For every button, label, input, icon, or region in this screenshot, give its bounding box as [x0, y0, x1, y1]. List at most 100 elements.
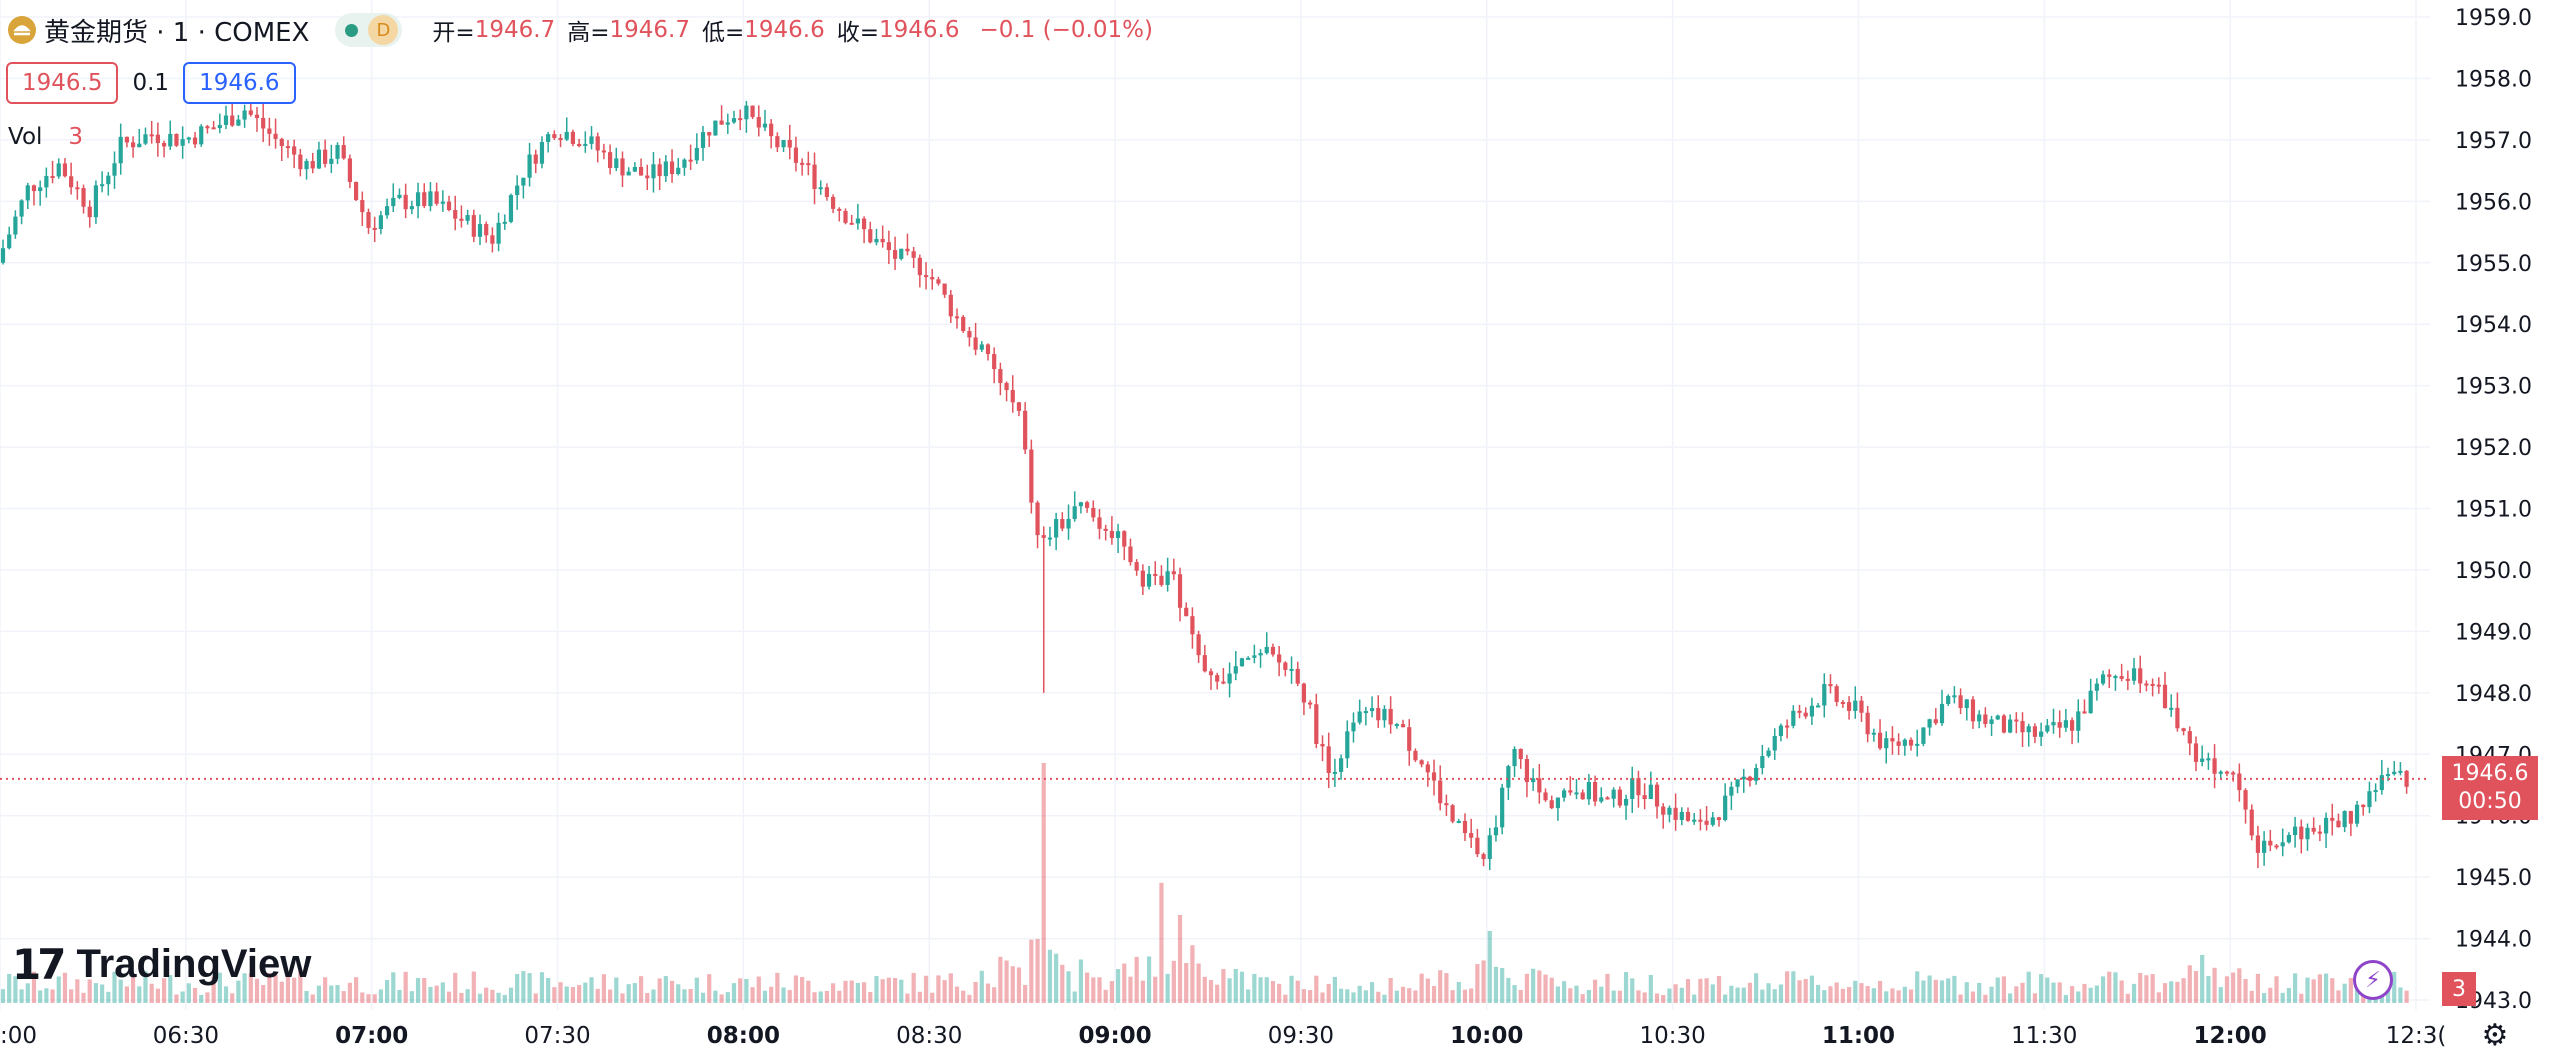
symbol-title[interactable]: 黄金期货 · 1 · COMEX: [44, 17, 310, 48]
candle-body: [985, 344, 991, 355]
volume-bar: [2156, 992, 2161, 1003]
candle-body: [484, 224, 489, 236]
volume-bar: [1840, 988, 1845, 1003]
volume-bar: [1778, 984, 1784, 1003]
volume-bar: [2100, 976, 2106, 1003]
volume-bar: [1010, 966, 1015, 1003]
candle-body: [632, 166, 637, 172]
volume-bar: [1562, 981, 1567, 1003]
volume-bar: [1047, 949, 1053, 1003]
candle-body: [1246, 657, 1251, 660]
volume-bar: [261, 985, 266, 1003]
volume-bar: [323, 977, 328, 1003]
lightning-icon[interactable]: ⚡: [2353, 960, 2393, 1000]
candle-body: [2224, 771, 2230, 774]
volume-bar: [2255, 973, 2261, 1003]
volume-bar: [1357, 985, 1362, 1003]
candle-body: [477, 224, 483, 237]
volume-bar: [601, 974, 607, 1003]
candle-body: [738, 118, 743, 121]
gold-coin-icon[interactable]: [8, 16, 36, 44]
volume-bar: [1754, 973, 1759, 1003]
volume-bar: [973, 982, 978, 1003]
candle-body: [1865, 712, 1870, 735]
market-status[interactable]: D: [335, 13, 403, 47]
candle-body: [998, 369, 1003, 383]
volume-bar: [180, 991, 185, 1003]
candle-body: [106, 175, 111, 185]
candle-body: [1351, 722, 1356, 732]
volume-bar: [1091, 977, 1096, 1003]
candle-body: [942, 283, 947, 295]
candle-body: [1766, 750, 1771, 757]
volume-bar: [1580, 994, 1585, 1003]
candle-body: [2385, 774, 2391, 777]
volume-bar: [998, 956, 1003, 1003]
volume-bar: [1469, 988, 1474, 1003]
volume-bar: [1518, 989, 1523, 1003]
price-tick-label: 1959.0: [2455, 6, 2532, 31]
candle-body: [1958, 695, 1963, 709]
volume-bar: [1667, 988, 1672, 1003]
volume-bar: [1908, 989, 1914, 1003]
volume-bar: [329, 985, 334, 1003]
volume-bar: [1772, 989, 1777, 1003]
candle-body: [1611, 789, 1616, 799]
volume-bar: [508, 987, 514, 1003]
candle-body: [44, 176, 49, 188]
volume-bar: [366, 994, 371, 1003]
candle-body: [1122, 531, 1127, 547]
volume-bar: [583, 982, 588, 1003]
ask-button[interactable]: 1946.6: [183, 62, 296, 104]
volume-bar: [1970, 991, 1976, 1003]
volume-bar: [2175, 981, 2180, 1003]
candle-body: [1475, 837, 1480, 855]
candle-body: [508, 195, 514, 222]
volume-bar: [762, 990, 768, 1003]
volume-bar: [1438, 970, 1443, 1003]
volume-bar: [1574, 985, 1579, 1003]
volume-bar: [1933, 979, 1938, 1003]
tradingview-name: TradingView: [76, 942, 312, 986]
settings-icon[interactable]: ⚙: [2481, 1017, 2509, 1053]
candle-body: [1153, 573, 1158, 576]
volume-bar: [936, 975, 941, 1003]
candle-body: [1047, 537, 1053, 540]
volume-bar: [7, 973, 12, 1003]
volume-bar: [2113, 972, 2118, 1003]
candle-body: [2367, 791, 2372, 808]
volume-bar: [230, 993, 235, 1003]
volume-bar: [335, 984, 340, 1003]
volume-bar: [1735, 987, 1740, 1003]
volume-bar: [719, 994, 724, 1003]
candle-body: [1078, 502, 1084, 507]
volume-bar: [2274, 976, 2279, 1003]
candle-body: [2119, 676, 2124, 679]
time-tick-label: 10:00: [1450, 1023, 1523, 1049]
volume-bar: [1877, 980, 1883, 1003]
candle-body: [248, 110, 253, 115]
candle-body: [725, 122, 730, 125]
volume-bar: [2094, 985, 2099, 1003]
volume-bar: [490, 989, 495, 1003]
price-tick-label: 1957.0: [2455, 129, 2532, 154]
volume-bar: [886, 977, 891, 1003]
candle-body: [1785, 725, 1790, 728]
volume-bar: [1351, 992, 1356, 1003]
tradingview-logo[interactable]: 17 TradingView: [12, 940, 311, 989]
candle-body: [347, 158, 353, 182]
change-value: −0.1 (−0.01%): [979, 17, 1153, 43]
candle-body: [261, 117, 266, 129]
volume-bar: [2392, 971, 2397, 1003]
volume-bar: [874, 976, 879, 1003]
bid-button[interactable]: 1946.5: [6, 62, 119, 104]
volume-bar: [236, 980, 241, 1003]
volume-bar: [1698, 978, 1703, 1003]
volume-bar: [2268, 987, 2273, 1003]
candle-body: [502, 221, 507, 224]
volume-bar: [2293, 973, 2298, 1003]
volume-label[interactable]: Vol: [8, 124, 43, 150]
candle-body: [750, 105, 755, 118]
candle-body: [954, 316, 960, 319]
